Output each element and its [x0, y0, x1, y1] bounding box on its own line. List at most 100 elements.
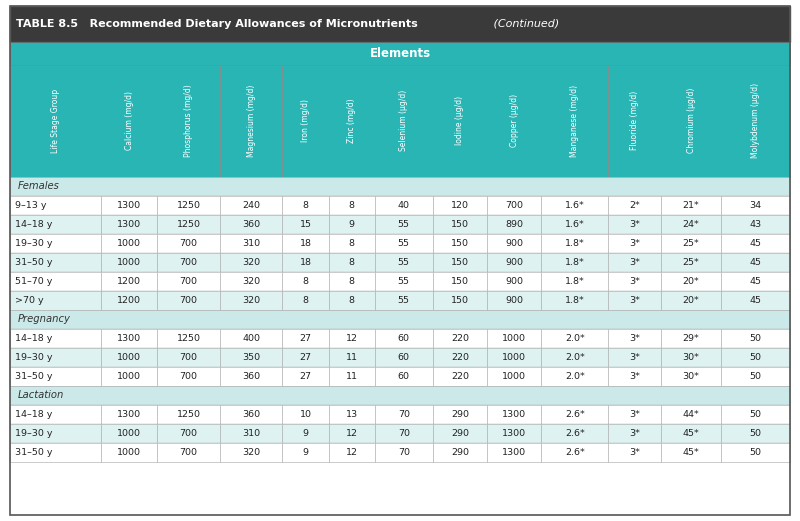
Text: 320: 320 — [242, 448, 260, 457]
Text: >70 y: >70 y — [15, 296, 44, 305]
Text: TABLE 8.5   Recommended Dietary Allowances of Micronutrients: TABLE 8.5 Recommended Dietary Allowances… — [16, 19, 418, 29]
Text: 29*: 29* — [682, 334, 699, 343]
Text: 25*: 25* — [682, 258, 699, 267]
Text: 1.8*: 1.8* — [565, 258, 585, 267]
Text: 900: 900 — [506, 277, 523, 286]
Text: 290: 290 — [451, 448, 469, 457]
Text: 3*: 3* — [630, 220, 640, 229]
Text: 24*: 24* — [682, 220, 699, 229]
Text: 3*: 3* — [630, 353, 640, 362]
Text: 55: 55 — [398, 220, 410, 229]
Text: 150: 150 — [451, 220, 469, 229]
Text: 150: 150 — [451, 277, 469, 286]
Text: 1000: 1000 — [118, 429, 142, 438]
Text: 150: 150 — [451, 258, 469, 267]
Text: 900: 900 — [506, 239, 523, 247]
Text: 290: 290 — [451, 410, 469, 419]
Text: 360: 360 — [242, 410, 260, 419]
Text: 55: 55 — [398, 239, 410, 247]
Text: 900: 900 — [506, 258, 523, 267]
Text: 1300: 1300 — [118, 334, 142, 343]
Text: 700: 700 — [179, 429, 198, 438]
Text: 320: 320 — [242, 277, 260, 286]
Text: 12: 12 — [346, 429, 358, 438]
Text: 8: 8 — [302, 201, 309, 209]
Text: 2*: 2* — [630, 201, 640, 209]
Text: 700: 700 — [179, 372, 198, 381]
Text: 11: 11 — [346, 372, 358, 381]
Text: 31–50 y: 31–50 y — [15, 372, 53, 381]
Text: 13: 13 — [346, 410, 358, 419]
Text: 220: 220 — [451, 334, 469, 343]
Text: 50: 50 — [750, 372, 762, 381]
Text: 3*: 3* — [630, 334, 640, 343]
Text: 320: 320 — [242, 296, 260, 305]
Text: 1.8*: 1.8* — [565, 277, 585, 286]
Text: 30*: 30* — [682, 353, 699, 362]
Text: 9: 9 — [302, 429, 309, 438]
Text: 14–18 y: 14–18 y — [15, 410, 53, 419]
Text: 310: 310 — [242, 429, 260, 438]
Text: 1000: 1000 — [118, 353, 142, 362]
Text: 34: 34 — [750, 201, 762, 209]
Text: 50: 50 — [750, 353, 762, 362]
Text: 1000: 1000 — [502, 353, 526, 362]
Text: 700: 700 — [179, 258, 198, 267]
Text: 51–70 y: 51–70 y — [15, 277, 53, 286]
Text: 1250: 1250 — [177, 220, 201, 229]
Text: 220: 220 — [451, 353, 469, 362]
Text: 900: 900 — [506, 296, 523, 305]
Text: 3*: 3* — [630, 239, 640, 247]
Text: 9: 9 — [349, 220, 354, 229]
Text: Pregnancy: Pregnancy — [18, 314, 70, 324]
Text: 15: 15 — [299, 220, 311, 229]
Text: 27: 27 — [299, 353, 311, 362]
Text: 1300: 1300 — [502, 410, 526, 419]
Text: 8: 8 — [349, 296, 354, 305]
Text: 50: 50 — [750, 448, 762, 457]
Text: 18: 18 — [299, 239, 311, 247]
Text: Iodine (μg/d): Iodine (μg/d) — [455, 96, 464, 145]
Text: 12: 12 — [346, 448, 358, 457]
Text: 11: 11 — [346, 353, 358, 362]
Text: Elements: Elements — [370, 47, 430, 59]
Text: 45*: 45* — [682, 448, 699, 457]
Text: 1250: 1250 — [177, 410, 201, 419]
Text: 320: 320 — [242, 258, 260, 267]
Text: 1250: 1250 — [177, 334, 201, 343]
Text: 60: 60 — [398, 372, 410, 381]
Text: 3*: 3* — [630, 410, 640, 419]
Text: 360: 360 — [242, 220, 260, 229]
Text: 50: 50 — [750, 410, 762, 419]
Text: 150: 150 — [451, 296, 469, 305]
Text: 1300: 1300 — [118, 220, 142, 229]
Text: 1000: 1000 — [502, 372, 526, 381]
Text: 70: 70 — [398, 429, 410, 438]
Text: 45: 45 — [750, 277, 762, 286]
Text: 1.6*: 1.6* — [565, 220, 585, 229]
Text: 1.6*: 1.6* — [565, 201, 585, 209]
Text: 14–18 y: 14–18 y — [15, 220, 53, 229]
Text: 60: 60 — [398, 334, 410, 343]
Text: Magnesium (mg/d): Magnesium (mg/d) — [246, 84, 255, 157]
Text: 240: 240 — [242, 201, 260, 209]
Text: 1000: 1000 — [118, 258, 142, 267]
Text: 700: 700 — [179, 296, 198, 305]
Text: Copper (μg/d): Copper (μg/d) — [510, 94, 518, 147]
Text: 400: 400 — [242, 334, 260, 343]
Text: 19–30 y: 19–30 y — [15, 353, 53, 362]
Text: 700: 700 — [179, 353, 198, 362]
Text: 1.8*: 1.8* — [565, 239, 585, 247]
Text: 8: 8 — [302, 296, 309, 305]
Text: Zinc (mg/d): Zinc (mg/d) — [347, 98, 356, 143]
Text: 19–30 y: 19–30 y — [15, 239, 53, 247]
Text: 8: 8 — [349, 277, 354, 286]
Text: 360: 360 — [242, 372, 260, 381]
Text: 70: 70 — [398, 448, 410, 457]
Text: 1300: 1300 — [502, 429, 526, 438]
Text: 45*: 45* — [682, 429, 699, 438]
Text: 25*: 25* — [682, 239, 699, 247]
Text: 19–30 y: 19–30 y — [15, 429, 53, 438]
Text: 290: 290 — [451, 429, 469, 438]
Text: 700: 700 — [179, 277, 198, 286]
